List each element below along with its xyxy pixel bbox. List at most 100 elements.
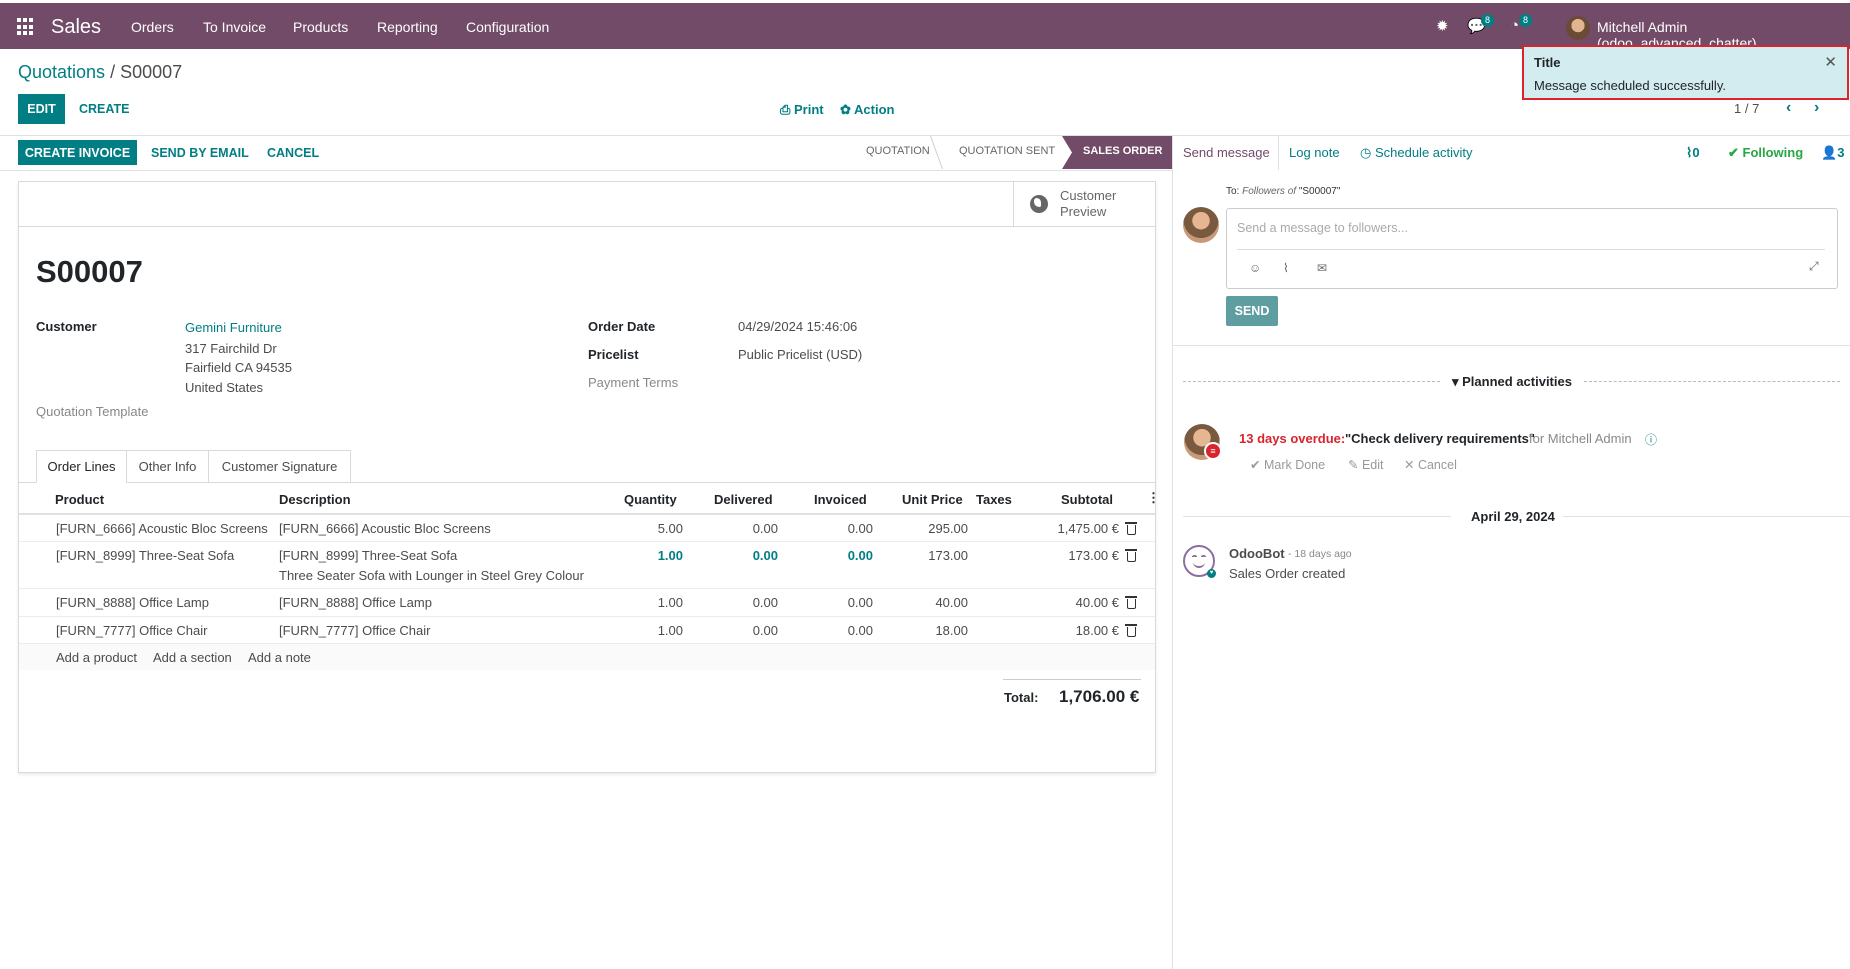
trash-icon[interactable] xyxy=(1125,549,1137,562)
app-brand[interactable]: Sales xyxy=(51,16,102,38)
notification-title: Title xyxy=(1534,55,1561,70)
attachment-icon[interactable]: ⌇ xyxy=(1283,261,1289,275)
col-taxes[interactable]: Taxes xyxy=(976,492,1012,507)
col-invoiced[interactable]: Invoiced xyxy=(814,492,867,507)
control-panel-divider xyxy=(0,135,1850,136)
add-section-link[interactable]: Add a section xyxy=(153,650,232,665)
apps-menu-icon[interactable] xyxy=(17,18,35,36)
composer-divider-line xyxy=(1173,345,1850,346)
message-composer[interactable]: Send a message to followers... ☺ ⌇ ✉ ⤢ xyxy=(1226,208,1838,289)
order-date-label: Order Date xyxy=(588,319,656,334)
line-unit-price: 173.00 xyxy=(928,548,968,563)
table-row[interactable]: [FURN_7777] Office Chair [FURN_7777] Off… xyxy=(19,617,1155,644)
menu-reporting[interactable]: Reporting xyxy=(377,19,438,35)
line-subtotal: 40.00 € xyxy=(1075,595,1119,610)
menu-products[interactable]: Products xyxy=(293,19,349,35)
pager-previous-icon[interactable]: ‹ xyxy=(1786,99,1792,116)
stage-quotation-sent[interactable]: QUOTATION SENT xyxy=(959,145,1056,157)
edit-button[interactable]: EDIT xyxy=(18,94,65,124)
message-author[interactable]: OdooBot xyxy=(1229,546,1285,561)
pager-value[interactable]: 1 / 7 xyxy=(1734,101,1760,116)
menu-to-invoice[interactable]: To Invoice xyxy=(203,19,267,35)
planned-activities-toggle[interactable]: ▾ Planned activities xyxy=(1452,374,1572,390)
form-sheet: Customer Preview S00007 Customer Gemini … xyxy=(18,181,1160,773)
customer-preview-button[interactable]: Customer Preview xyxy=(1013,182,1155,226)
customer-link[interactable]: Gemini Furniture xyxy=(185,320,282,335)
cancel-activity-label: Cancel xyxy=(1417,458,1457,472)
stage-sales-order[interactable]: SALES ORDER xyxy=(1083,145,1163,157)
trash-icon[interactable] xyxy=(1125,596,1137,609)
tab-order-lines[interactable]: Order Lines xyxy=(36,450,127,483)
menu-orders[interactable]: Orders xyxy=(131,19,174,35)
trash-icon[interactable] xyxy=(1125,522,1137,535)
mark-done-button[interactable]: ✔ Mark Done xyxy=(1250,457,1325,472)
activity-clock-icon[interactable]: ◔ xyxy=(1510,17,1520,34)
col-subtotal[interactable]: Subtotal xyxy=(1061,492,1113,507)
emoji-icon[interactable]: ☺ xyxy=(1249,261,1262,275)
col-quantity[interactable]: Quantity xyxy=(624,492,677,507)
col-description[interactable]: Description xyxy=(279,492,351,507)
followers-button[interactable]: 👤3 xyxy=(1821,145,1844,161)
table-row[interactable]: [FURN_8999] Three-Seat Sofa [FURN_8999] … xyxy=(19,542,1155,589)
breadcrumb-current: S00007 xyxy=(120,62,183,82)
pencil-icon: ✎ xyxy=(1348,458,1362,472)
line-product[interactable]: [FURN_6666] Acoustic Bloc Screens xyxy=(56,521,268,536)
breadcrumb-quotations[interactable]: Quotations xyxy=(18,62,106,82)
table-row[interactable]: [FURN_6666] Acoustic Bloc Screens [FURN_… xyxy=(19,515,1155,542)
cancel-activity-button[interactable]: ✕ Cancel xyxy=(1404,457,1457,472)
line-product[interactable]: [FURN_8888] Office Lamp xyxy=(56,595,209,610)
line-subtotal: 1,475.00 € xyxy=(1057,521,1119,536)
mark-done-label: Mark Done xyxy=(1263,458,1326,472)
tab-other-info[interactable]: Other Info xyxy=(126,450,209,483)
pager-next-icon[interactable]: › xyxy=(1814,99,1820,116)
envelope-icon[interactable]: ✉ xyxy=(1317,261,1328,275)
line-product[interactable]: [FURN_7777] Office Chair xyxy=(56,623,208,638)
edit-activity-button[interactable]: ✎ Edit xyxy=(1348,457,1384,472)
line-invoiced: 0.00 xyxy=(847,623,873,638)
stage-quotation[interactable]: QUOTATION xyxy=(866,145,930,157)
col-product[interactable]: Product xyxy=(55,492,105,507)
debug-bug-icon[interactable]: ✹ xyxy=(1436,18,1449,35)
line-delivered: 0.00 xyxy=(752,595,778,610)
expand-icon[interactable]: ⤢ xyxy=(1809,259,1819,273)
print-menu[interactable]: ⎙ Print xyxy=(780,102,824,118)
total-divider xyxy=(1003,679,1141,680)
customer-preview-label: Customer Preview xyxy=(1060,188,1117,219)
close-icon[interactable]: ✕ xyxy=(1824,54,1837,71)
attachments-button[interactable]: ⌇0 xyxy=(1686,145,1700,161)
create-invoice-button[interactable]: CREATE INVOICE xyxy=(18,140,137,165)
send-button[interactable]: SEND xyxy=(1226,296,1278,326)
notification-message: Message scheduled successfully. xyxy=(1534,78,1726,93)
tab-customer-signature[interactable]: Customer Signature xyxy=(208,450,351,483)
create-button[interactable]: CREATE xyxy=(79,102,130,116)
schedule-activity-label: Schedule activity xyxy=(1374,145,1473,160)
log-note-tab[interactable]: Log note xyxy=(1289,145,1340,160)
trash-icon[interactable] xyxy=(1125,624,1137,637)
activity-title: "Check delivery requirements" xyxy=(1345,431,1536,446)
schedule-activity-button[interactable]: ◷ Schedule activity xyxy=(1360,145,1473,161)
composer-input[interactable]: Send a message to followers... xyxy=(1237,221,1408,235)
col-unit-price[interactable]: Unit Price xyxy=(902,492,963,507)
dashed-line-left xyxy=(1183,381,1440,382)
globe-icon xyxy=(1030,195,1048,213)
action-menu[interactable]: ✿ Action xyxy=(840,102,894,118)
line-product[interactable]: [FURN_8999] Three-Seat Sofa xyxy=(56,548,235,563)
line-subtotal: 18.00 € xyxy=(1075,623,1119,638)
add-note-link[interactable]: Add a note xyxy=(248,650,311,665)
user-avatar[interactable] xyxy=(1566,16,1590,40)
send-by-email-button[interactable]: SEND BY EMAIL xyxy=(151,146,249,160)
notification-toast: Title Message scheduled successfully. ✕ xyxy=(1522,45,1849,100)
col-delivered[interactable]: Delivered xyxy=(714,492,773,507)
menu-configuration[interactable]: Configuration xyxy=(466,19,550,35)
line-invoiced: 0.00 xyxy=(847,595,873,610)
to-record: "S00007" xyxy=(1298,186,1341,197)
table-row[interactable]: [FURN_8888] Office Lamp [FURN_8888] Offi… xyxy=(19,589,1155,617)
cancel-order-button[interactable]: CANCEL xyxy=(267,146,320,160)
top-navbar: Sales Orders To Invoice Products Reporti… xyxy=(0,0,1850,51)
add-product-link[interactable]: Add a product xyxy=(56,650,137,665)
line-delivered: 0.00 xyxy=(752,521,778,536)
info-icon[interactable]: ⓘ xyxy=(1645,433,1658,447)
send-message-tab[interactable]: Send message xyxy=(1183,145,1270,160)
optional-columns-icon[interactable]: ⋮ xyxy=(1147,490,1160,505)
following-button[interactable]: ✔ Following xyxy=(1728,145,1803,161)
